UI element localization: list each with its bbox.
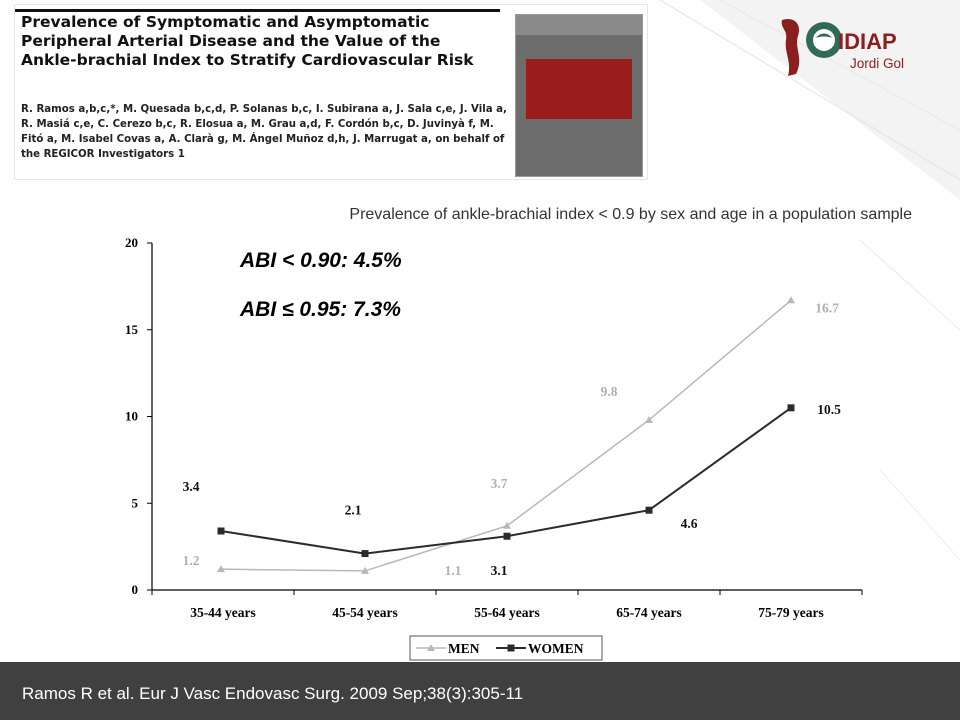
data-label-men: 16.7: [815, 300, 839, 315]
data-label-men: 9.8: [601, 384, 618, 399]
x-tick-label: 35-44 years: [190, 605, 256, 620]
data-point-men: [503, 521, 511, 529]
data-point-men: [217, 565, 225, 573]
idiap-logo-icon: [781, 18, 842, 77]
data-point-men: [361, 566, 369, 574]
legend-women-marker: [507, 644, 515, 652]
legend-women-label: WOMEN: [528, 641, 584, 656]
abi-095-label: ABI ≤ 0.95: 7.3%: [240, 298, 401, 321]
x-tick-label: 45-54 years: [332, 605, 398, 620]
data-label-women: 10.5: [817, 402, 841, 417]
data-point-women: [217, 527, 225, 535]
x-tick-label: 55-64 years: [474, 605, 540, 620]
legend-men-marker: [427, 644, 435, 651]
x-tick-label: 65-74 years: [616, 605, 682, 620]
paper-authors: R. Ramos a,b,c,*, M. Quesada b,c,d, P. S…: [21, 104, 507, 160]
paper-header-image: Prevalence of Symptomatic and Asymptomat…: [14, 4, 648, 180]
y-tick-label: 20: [125, 235, 138, 250]
data-label-women: 2.1: [345, 503, 362, 518]
data-point-women: [503, 532, 511, 540]
plot-area: [152, 243, 862, 590]
data-label-women: 3.1: [491, 563, 508, 578]
data-label-men: 3.7: [491, 476, 508, 491]
data-point-men: [645, 415, 653, 423]
abi-090-label: ABI < 0.90: 4.5%: [240, 249, 402, 272]
footer-bar: Ramos R et al. Eur J Vasc Endovasc Surg.…: [0, 662, 960, 720]
journal-cover-band: [526, 59, 632, 119]
data-point-women: [787, 404, 795, 412]
journal-cover-topband: [516, 15, 642, 35]
logo-name: IDIAP: [838, 29, 897, 54]
data-point-women: [361, 550, 369, 558]
y-tick-label: 0: [132, 582, 139, 597]
y-tick-label: 10: [125, 409, 138, 424]
data-label-men: 1.2: [183, 553, 200, 568]
data-label-women: 3.4: [183, 479, 200, 494]
data-point-men: [787, 296, 795, 304]
data-label-women: 4.6: [681, 516, 698, 531]
y-tick-label: 15: [125, 322, 139, 337]
citation: Ramos R et al. Eur J Vasc Endovasc Surg.…: [22, 684, 524, 703]
chart-subtitle: Prevalence of ankle-brachial index < 0.9…: [349, 206, 912, 223]
title-rule: [15, 9, 500, 12]
logo-subtitle: Jordi Gol: [850, 56, 905, 71]
journal-cover-image: [515, 14, 643, 177]
paper-title: Prevalence of Symptomatic and Asymptomat…: [21, 13, 474, 69]
x-tick-label: 75-79 years: [758, 605, 824, 620]
data-label-men: 1.1: [445, 563, 462, 578]
legend-men-label: MEN: [448, 641, 480, 656]
data-point-women: [645, 506, 653, 514]
y-tick-label: 5: [132, 495, 139, 510]
